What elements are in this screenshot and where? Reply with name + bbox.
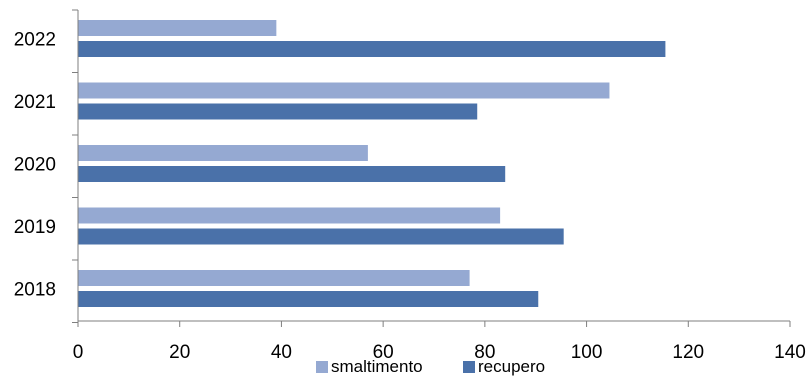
- bar-smaltimento-2022: [78, 20, 277, 36]
- category-label-2018: 2018: [14, 280, 56, 301]
- category-label-2021: 2021: [14, 92, 56, 113]
- bar-smaltimento-2019: [78, 207, 501, 224]
- category-label-2019: 2019: [14, 217, 56, 238]
- bar-smaltimento-2018: [78, 270, 470, 286]
- bar-recupero-2022: [78, 41, 666, 57]
- x-tick-label-20: 20: [169, 342, 190, 363]
- bars-layer: [78, 20, 666, 307]
- legend-label-recupero: recupero: [478, 357, 545, 376]
- x-tick-label-60: 60: [373, 342, 394, 363]
- x-tick-label-80: 80: [474, 342, 495, 363]
- category-labels: 2022 2021 2020 2019 2018: [14, 30, 56, 301]
- x-tick-label-0: 0: [73, 342, 84, 363]
- x-tick-label-40: 40: [271, 342, 292, 363]
- axes-layer: [72, 9, 791, 327]
- bar-recupero-2019: [78, 228, 564, 245]
- x-tick-label-100: 100: [571, 342, 603, 363]
- x-tick-label-140: 140: [774, 342, 806, 363]
- category-label-2022: 2022: [14, 30, 56, 51]
- x-tick-labels: 0 20 40 60 80 100 120 140: [73, 342, 806, 363]
- legend-label-smaltimento: smaltimento: [331, 357, 423, 376]
- legend-swatch-smaltimento: [316, 361, 328, 373]
- x-tick-label-120: 120: [672, 342, 704, 363]
- legend: smaltimento recupero: [316, 357, 545, 376]
- legend-swatch-recupero: [463, 361, 475, 373]
- category-label-2020: 2020: [14, 155, 56, 176]
- bar-recupero-2021: [78, 103, 478, 120]
- bar-smaltimento-2021: [78, 82, 610, 99]
- bar-recupero-2018: [78, 291, 539, 307]
- bar-smaltimento-2020: [78, 145, 368, 161]
- bar-recupero-2020: [78, 166, 506, 182]
